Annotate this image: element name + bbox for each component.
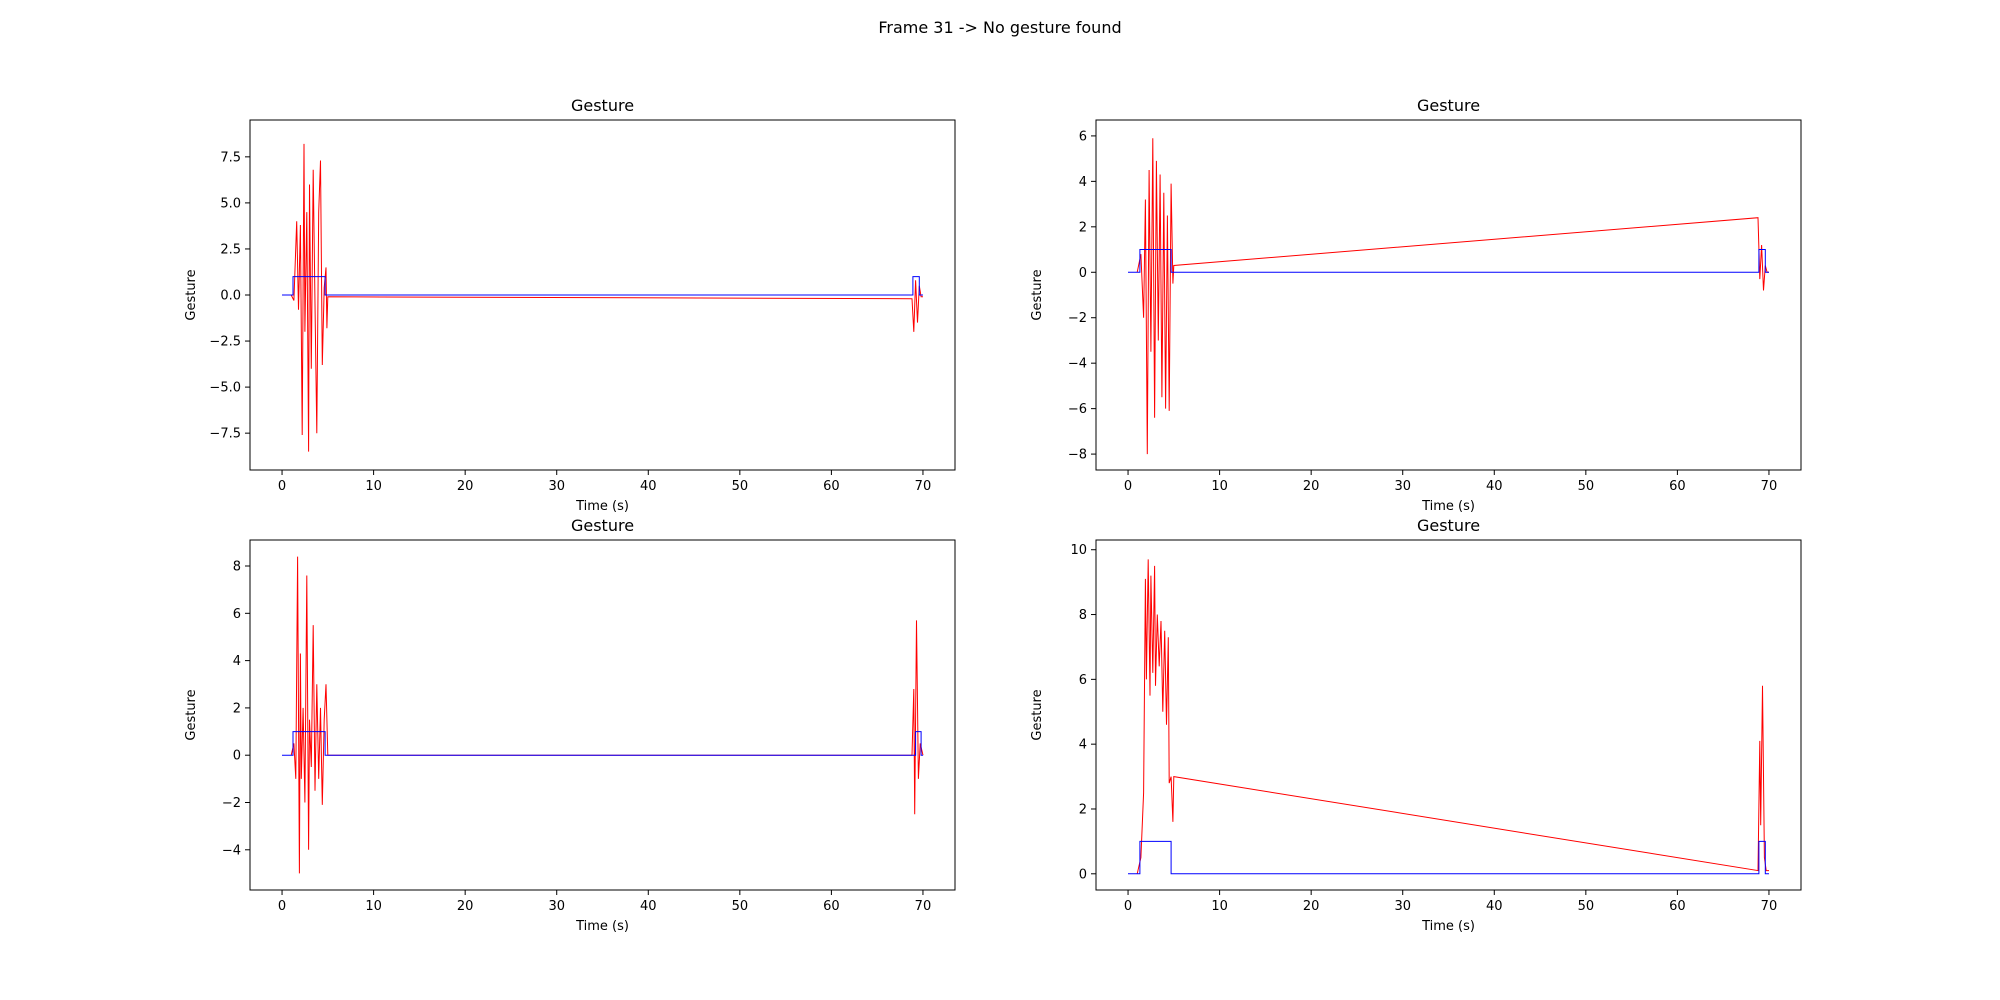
y-tick-label: 8	[1079, 608, 1087, 623]
subplot-1: Gesture Time (s) Gesture 0 10 20 30 40 50 60 70 −7.…	[184, 96, 956, 514]
x-tick-label: 0	[1124, 899, 1132, 914]
x-tick-label: 30	[548, 479, 565, 494]
series-line-2	[1128, 249, 1769, 273]
y-tick-label: 0	[1079, 867, 1087, 882]
series-line-2	[1128, 840, 1769, 875]
plot-frame	[1095, 539, 1802, 891]
x-tick-label: 70	[1761, 899, 1778, 914]
x-tick-label: 40	[640, 479, 657, 494]
y-tick-label: 10	[1070, 543, 1087, 558]
y-axis-label: Gesture	[1030, 689, 1045, 740]
x-tick-label: 60	[1669, 899, 1686, 914]
y-axis-label: Gesture	[184, 269, 199, 320]
x-tick-label: 20	[457, 899, 474, 914]
series-line-1	[290, 143, 923, 452]
x-axis-label: Time (s)	[575, 919, 629, 934]
subplot-title: Gesture	[571, 96, 634, 115]
x-tick-label: 20	[1303, 479, 1320, 494]
series-line-1	[290, 556, 924, 874]
x-tick-label: 0	[1124, 479, 1132, 494]
y-tick-label: −5.0	[209, 381, 241, 396]
y-tick-label: 4	[1079, 175, 1087, 190]
x-tick-label: 60	[823, 479, 840, 494]
x-tick-label: 50	[732, 479, 749, 494]
x-tick-label: 70	[1761, 479, 1778, 494]
x-tick-label: 40	[1486, 899, 1503, 914]
x-axis-label: Time (s)	[1421, 499, 1475, 514]
y-tick-label: 7.5	[220, 150, 241, 165]
x-tick-label: 10	[365, 479, 382, 494]
y-tick-label: 2.5	[220, 242, 241, 257]
x-tick-label: 0	[278, 479, 286, 494]
x-tick-label: 10	[1211, 479, 1228, 494]
x-axis-label: Time (s)	[575, 499, 629, 514]
plot-frame	[1095, 119, 1802, 471]
x-tick-label: 30	[548, 899, 565, 914]
x-tick-label: 40	[640, 899, 657, 914]
series-line-1	[1136, 138, 1769, 455]
y-tick-label: 0	[1079, 266, 1087, 281]
subplot-title: Gesture	[1417, 96, 1480, 115]
x-tick-label: 70	[915, 479, 932, 494]
y-axis-label: Gesture	[1030, 269, 1045, 320]
subplot-4: Gesture Time (s) Gesture 0 10 20 30 40 50 60 70 0 2 4…	[1030, 516, 1802, 934]
x-tick-label: 10	[365, 899, 382, 914]
y-tick-label: 4	[1079, 738, 1087, 753]
y-tick-label: 2	[1079, 220, 1087, 235]
x-tick-label: 20	[457, 479, 474, 494]
y-tick-label: −2	[222, 796, 241, 811]
y-tick-label: 2	[1079, 802, 1087, 817]
x-tick-label: 30	[1394, 899, 1411, 914]
y-axis-label: Gesture	[184, 689, 199, 740]
y-tick-label: 6	[1079, 129, 1087, 144]
y-tick-label: 8	[233, 560, 241, 575]
series-line-2	[282, 731, 923, 756]
y-tick-label: −2.5	[209, 335, 241, 350]
x-tick-label: 50	[732, 899, 749, 914]
subplot-title: Gesture	[1417, 516, 1480, 535]
y-tick-label: −4	[222, 843, 241, 858]
x-tick-label: 60	[823, 899, 840, 914]
x-tick-label: 60	[1669, 479, 1686, 494]
y-tick-label: −7.5	[209, 427, 241, 442]
subplot-title: Gesture	[571, 516, 634, 535]
series-line-2	[282, 276, 923, 296]
y-tick-label: −4	[1068, 357, 1087, 372]
y-tick-label: 5.0	[220, 196, 241, 211]
y-tick-label: −6	[1068, 402, 1087, 417]
y-tick-label: 6	[1079, 673, 1087, 688]
series-line-1	[1136, 559, 1769, 874]
y-tick-label: 4	[233, 654, 241, 669]
y-tick-label: 0.0	[220, 289, 241, 304]
plot-frame	[249, 539, 956, 891]
x-axis-label: Time (s)	[1421, 919, 1475, 934]
x-tick-label: 50	[1578, 479, 1595, 494]
x-tick-label: 50	[1578, 899, 1595, 914]
x-tick-label: 30	[1394, 479, 1411, 494]
x-tick-label: 40	[1486, 479, 1503, 494]
x-tick-label: 10	[1211, 899, 1228, 914]
y-tick-label: −2	[1068, 311, 1087, 326]
figure-suptitle: Frame 31 -> No gesture found	[878, 18, 1121, 37]
y-tick-label: 6	[233, 607, 241, 622]
x-tick-label: 20	[1303, 899, 1320, 914]
x-tick-label: 70	[915, 899, 932, 914]
x-tick-label: 0	[278, 899, 286, 914]
y-tick-label: 2	[233, 701, 241, 716]
y-tick-label: 0	[233, 749, 241, 764]
y-tick-label: −8	[1068, 448, 1087, 463]
